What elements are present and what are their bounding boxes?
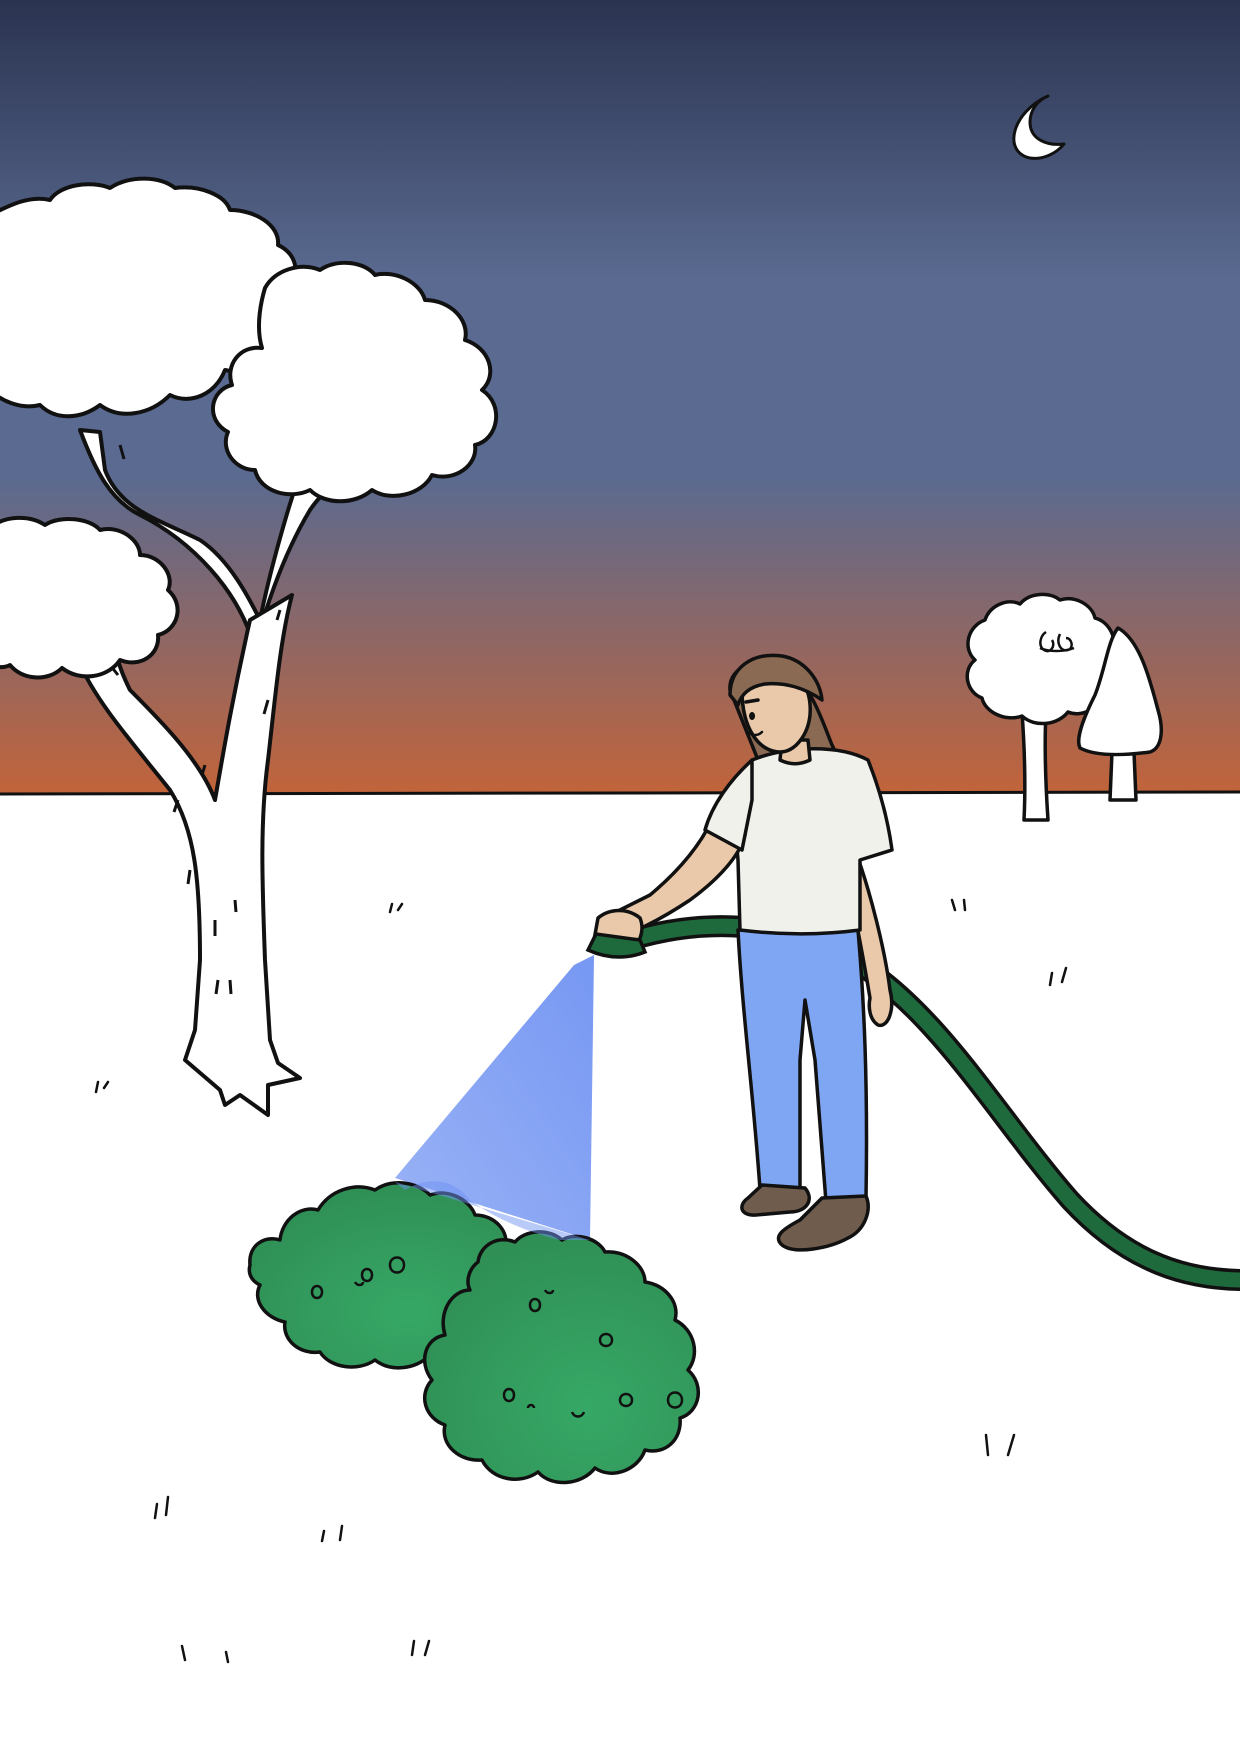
woman	[592, 653, 894, 1252]
woman-eyebrow	[744, 698, 760, 704]
large-tree-canopy	[0, 176, 499, 680]
woman-eye	[749, 712, 756, 720]
large-tree-branch-left	[76, 593, 302, 1117]
hose-nozzle	[585, 932, 648, 959]
trunk-texture	[108, 444, 282, 995]
bushes	[247, 1181, 700, 1485]
canopy-lower-left	[0, 515, 180, 680]
grass-tufts	[94, 898, 1068, 1664]
woman-sleeve-left	[703, 758, 754, 852]
ghost	[1077, 626, 1164, 802]
crescent-moon-icon	[1012, 94, 1066, 160]
ghost-legs	[1108, 750, 1138, 802]
woman-shoe-right	[776, 1194, 870, 1252]
canopy-top-right	[210, 260, 499, 504]
bush-right	[422, 1230, 700, 1485]
water-spray	[395, 955, 594, 1240]
small-tree-trunk	[1020, 710, 1050, 822]
small-tree	[965, 592, 1121, 822]
large-tree	[76, 403, 372, 1117]
woman-shoe-left	[740, 1183, 811, 1217]
ghost-sheet	[1077, 626, 1164, 757]
woman-mouth	[746, 730, 764, 737]
canopy-swirl	[1039, 630, 1075, 653]
woman-pants	[736, 928, 869, 1204]
woman-hair-front	[728, 653, 824, 707]
water-splash-overlap	[395, 1181, 590, 1240]
bush-berries	[310, 1256, 684, 1418]
